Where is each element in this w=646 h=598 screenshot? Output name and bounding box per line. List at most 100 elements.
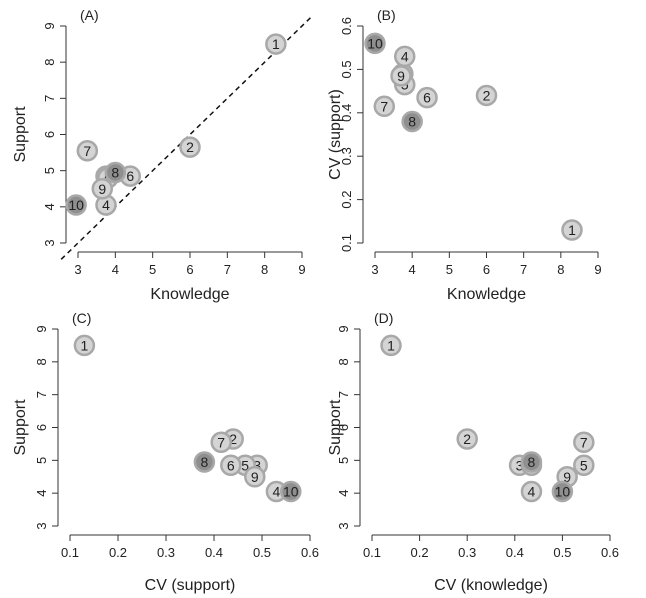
point-label: 8 — [528, 454, 536, 470]
point-label: 1 — [568, 222, 576, 238]
data-point-2: 2 — [179, 136, 201, 158]
panel-label: (C) — [72, 310, 91, 326]
data-point-8: 8 — [520, 451, 543, 473]
data-point-2: 2 — [456, 428, 478, 450]
point-label: 7 — [380, 98, 388, 114]
point-label: 10 — [367, 35, 383, 51]
x-tick-label: 9 — [594, 262, 601, 277]
y-tick-label: 6 — [336, 424, 351, 431]
data-point-10: 10 — [65, 194, 87, 216]
y-tick-label: 4 — [34, 490, 49, 497]
point-label: 4 — [401, 48, 409, 64]
data-point-8: 8 — [401, 110, 423, 133]
y-tick-label: 7 — [42, 95, 57, 102]
x-axis-label: Knowledge — [150, 286, 229, 303]
x-tick-label: 0.5 — [253, 545, 271, 560]
x-tick-label: 8 — [557, 262, 564, 277]
point-marker — [244, 466, 266, 488]
point-marker — [401, 110, 423, 133]
data-point-9: 9 — [91, 178, 114, 200]
point-label: 2 — [229, 431, 237, 447]
data-point-1: 1 — [265, 33, 287, 55]
point-label: 4 — [102, 197, 110, 213]
y-tick-label: 3 — [336, 522, 351, 529]
data-point-1: 1 — [380, 334, 402, 357]
y-tick-label: 3 — [34, 522, 49, 529]
data-point-7: 7 — [573, 431, 595, 454]
point-label: 4 — [273, 484, 281, 500]
data-point-7: 7 — [373, 95, 396, 118]
y-tick-label: 0.2 — [339, 191, 354, 209]
point-label: 7 — [83, 143, 91, 159]
data-point-10: 10 — [280, 480, 302, 503]
data-point-9: 9 — [244, 466, 266, 488]
point-label: 6 — [126, 168, 134, 184]
point-marker — [475, 84, 498, 107]
data-point-10: 10 — [551, 480, 574, 503]
x-tick-label: 0.3 — [157, 545, 175, 560]
point-marker — [76, 140, 99, 162]
point-label: 3 — [516, 457, 524, 473]
data-point-5: 5 — [573, 454, 595, 477]
x-tick-label: 7 — [224, 262, 231, 277]
y-tick-label: 9 — [42, 22, 57, 29]
y-tick-label: 8 — [34, 358, 49, 365]
y-tick-label: 0.4 — [339, 104, 354, 122]
point-marker — [456, 428, 478, 450]
y-tick-label: 8 — [42, 59, 57, 66]
x-tick-label: 0.4 — [205, 545, 223, 560]
y-tick-label: 5 — [34, 457, 49, 464]
y-axis-label: Support — [12, 399, 29, 456]
point-marker — [561, 219, 583, 241]
y-tick-label: 9 — [34, 325, 49, 332]
x-axis-label: Knowledge — [447, 286, 526, 303]
x-tick-label: 0.5 — [553, 545, 571, 560]
x-tick-label: 3 — [371, 262, 378, 277]
y-axis-label: Support — [12, 106, 29, 163]
y-tick-label: 3 — [42, 239, 57, 246]
panel-label: (D) — [374, 310, 393, 326]
point-label: 10 — [68, 197, 84, 213]
point-marker — [380, 334, 402, 357]
data-point-6: 6 — [220, 454, 242, 477]
point-label: 1 — [387, 337, 395, 353]
point-label: 5 — [241, 457, 249, 473]
data-point-4: 4 — [520, 480, 543, 503]
y-tick-label: 8 — [336, 358, 351, 365]
point-label: 8 — [201, 454, 209, 470]
x-tick-label: 0.2 — [109, 545, 127, 560]
data-point-10: 10 — [364, 32, 386, 55]
data-point-2: 2 — [475, 84, 498, 107]
point-marker — [573, 454, 595, 477]
y-tick-label: 4 — [336, 490, 351, 497]
point-marker — [520, 451, 543, 473]
panel-d: (D)0.1 0.2 0.3 0.4 0.5 0.6CV (knowledge)34567… — [327, 310, 619, 594]
point-label: 5 — [580, 457, 588, 473]
x-tick-label: 6 — [483, 262, 490, 277]
panel-b: (B) 3 4 5 6 7 8 9 Knowledge 0.1 0.2 0.3 0.4 0.5 0.6 CV … — [327, 7, 602, 303]
point-label: 2 — [463, 431, 471, 447]
y-axis-label: Support — [327, 399, 344, 456]
y-axis-label: CV (support) — [327, 89, 344, 180]
panel-a: (A)3456789Knowledge3456789Support1234567… — [12, 7, 314, 303]
point-label: 9 — [563, 469, 571, 485]
point-label: 9 — [397, 68, 405, 84]
x-tick-label: 6 — [186, 262, 193, 277]
point-label: 1 — [272, 36, 280, 52]
x-tick-label: 4 — [112, 262, 119, 277]
x-tick-label: 3 — [74, 262, 81, 277]
point-marker — [390, 65, 412, 87]
y-tick-label: 6 — [42, 131, 57, 138]
y-tick-label: 7 — [336, 391, 351, 398]
point-label: 2 — [186, 139, 194, 155]
point-label: 9 — [251, 469, 259, 485]
data-point-4: 4 — [393, 45, 416, 68]
point-marker — [573, 431, 595, 454]
data-point-7: 7 — [210, 431, 232, 454]
y-tick-label: 7 — [34, 391, 49, 398]
x-tick-label: 7 — [520, 262, 527, 277]
data-point-8: 8 — [104, 161, 127, 184]
y-tick-label: 0.5 — [339, 60, 354, 78]
point-marker — [73, 334, 96, 357]
point-marker — [220, 454, 242, 477]
